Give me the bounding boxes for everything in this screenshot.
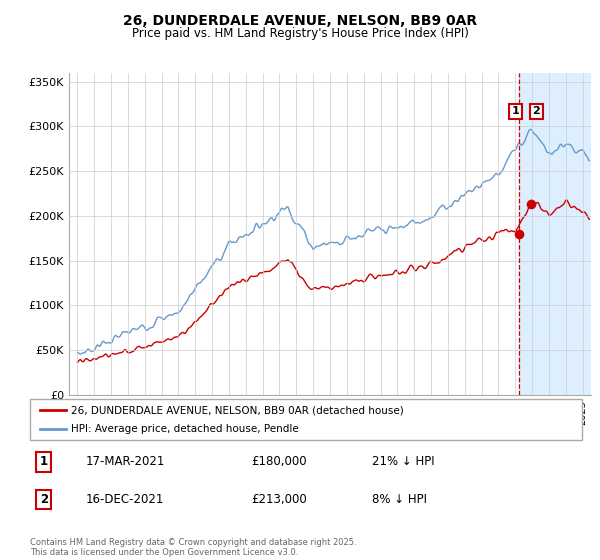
- Text: Contains HM Land Registry data © Crown copyright and database right 2025.
This d: Contains HM Land Registry data © Crown c…: [30, 538, 356, 557]
- Text: 2: 2: [40, 493, 48, 506]
- Text: £213,000: £213,000: [251, 493, 307, 506]
- Text: 8% ↓ HPI: 8% ↓ HPI: [372, 493, 427, 506]
- Point: [527, 200, 536, 209]
- Text: 21% ↓ HPI: 21% ↓ HPI: [372, 455, 435, 468]
- FancyBboxPatch shape: [30, 399, 582, 440]
- Text: 1: 1: [511, 106, 519, 116]
- Text: 26, DUNDERDALE AVENUE, NELSON, BB9 0AR (detached house): 26, DUNDERDALE AVENUE, NELSON, BB9 0AR (…: [71, 405, 404, 415]
- Text: £180,000: £180,000: [251, 455, 307, 468]
- Text: HPI: Average price, detached house, Pendle: HPI: Average price, detached house, Pend…: [71, 424, 299, 433]
- Text: 26, DUNDERDALE AVENUE, NELSON, BB9 0AR: 26, DUNDERDALE AVENUE, NELSON, BB9 0AR: [123, 14, 477, 28]
- Text: 1: 1: [40, 455, 48, 468]
- Text: 17-MAR-2021: 17-MAR-2021: [85, 455, 164, 468]
- Point: [514, 230, 523, 239]
- Bar: [518, 73, 591, 395]
- Text: 16-DEC-2021: 16-DEC-2021: [85, 493, 164, 506]
- Text: 2: 2: [532, 106, 540, 116]
- Text: Price paid vs. HM Land Registry's House Price Index (HPI): Price paid vs. HM Land Registry's House …: [131, 27, 469, 40]
